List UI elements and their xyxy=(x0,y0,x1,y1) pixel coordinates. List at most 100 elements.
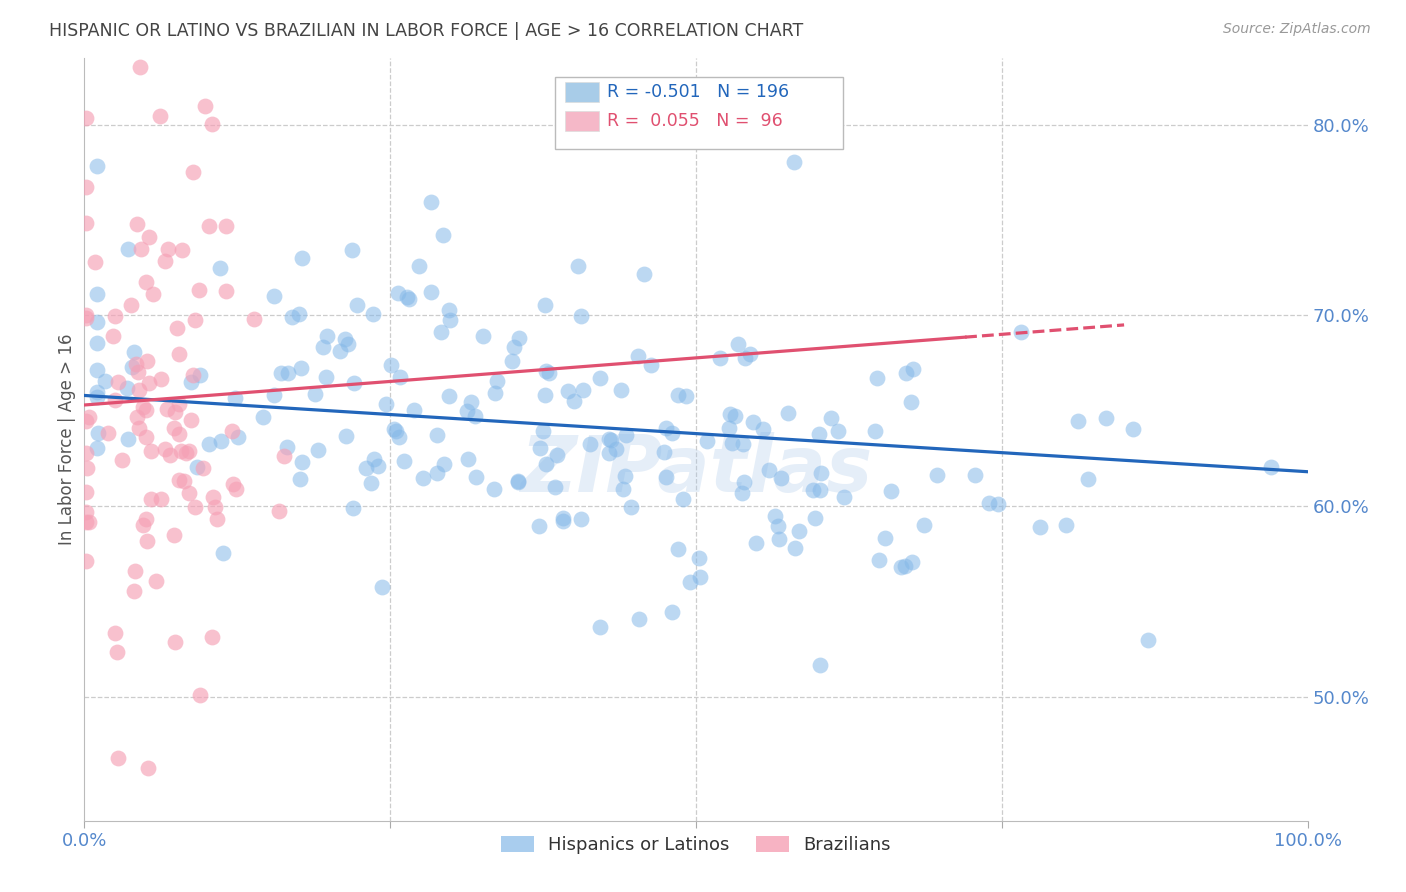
Point xyxy=(893,559,915,574)
Point xyxy=(987,497,1010,511)
Point xyxy=(579,437,602,451)
Point xyxy=(267,503,290,517)
Point xyxy=(127,218,149,232)
Point xyxy=(304,387,326,401)
Point xyxy=(766,518,789,533)
Point xyxy=(820,411,842,425)
Point xyxy=(156,401,179,416)
Point xyxy=(557,384,579,398)
Point xyxy=(134,430,156,444)
Point xyxy=(104,392,127,407)
Point xyxy=(291,454,314,468)
Point xyxy=(531,424,554,438)
Point xyxy=(139,492,162,507)
Point xyxy=(101,329,124,343)
Point xyxy=(763,508,786,523)
Point xyxy=(408,260,430,274)
Point xyxy=(163,421,186,435)
Point xyxy=(336,337,359,351)
Legend: Hispanics or Latinos, Brazilians: Hispanics or Latinos, Brazilians xyxy=(494,829,898,861)
Point xyxy=(652,445,675,459)
Point xyxy=(363,451,385,466)
Point xyxy=(363,307,385,321)
Point xyxy=(165,635,187,649)
Point xyxy=(125,357,148,371)
Point xyxy=(380,359,402,373)
Point xyxy=(672,492,695,507)
Point xyxy=(97,426,120,441)
Point xyxy=(201,630,224,644)
Point xyxy=(501,354,523,368)
Point xyxy=(86,384,108,399)
Point xyxy=(903,362,925,376)
Point xyxy=(138,376,160,391)
Point xyxy=(75,310,97,325)
Point xyxy=(184,312,207,326)
Point xyxy=(159,449,181,463)
Point xyxy=(471,329,494,343)
FancyBboxPatch shape xyxy=(555,77,842,150)
Point xyxy=(136,761,159,775)
Point xyxy=(977,496,1000,510)
Point xyxy=(155,442,177,457)
Point xyxy=(388,369,411,384)
Point xyxy=(290,360,312,375)
Point xyxy=(75,504,97,518)
Point xyxy=(420,285,443,300)
Point xyxy=(169,443,191,458)
Point xyxy=(128,421,150,435)
Point xyxy=(655,421,678,435)
Point xyxy=(83,255,105,269)
Point xyxy=(335,332,357,346)
Point xyxy=(138,229,160,244)
Point xyxy=(163,528,186,542)
Point xyxy=(610,383,633,397)
Point xyxy=(243,312,266,326)
Point xyxy=(464,409,486,424)
Point xyxy=(1054,517,1077,532)
Point xyxy=(145,574,167,589)
Text: Source: ZipAtlas.com: Source: ZipAtlas.com xyxy=(1223,22,1371,37)
Point xyxy=(142,287,165,301)
Point xyxy=(86,315,108,329)
Point xyxy=(135,353,157,368)
Point xyxy=(149,371,172,385)
Point xyxy=(569,512,592,526)
Point xyxy=(121,359,143,374)
Point xyxy=(197,437,219,451)
Point xyxy=(388,430,411,444)
Point xyxy=(912,517,935,532)
Point xyxy=(529,441,551,455)
Point xyxy=(808,483,831,497)
Point xyxy=(412,471,434,485)
Point xyxy=(132,401,155,415)
Point xyxy=(742,415,765,429)
Point xyxy=(832,490,855,504)
Point xyxy=(627,611,650,625)
Point xyxy=(752,422,775,436)
Point xyxy=(551,514,574,528)
Point xyxy=(181,368,204,383)
Point xyxy=(211,546,233,560)
Point xyxy=(402,402,425,417)
Point xyxy=(1067,414,1090,428)
Point xyxy=(329,344,352,359)
Point xyxy=(827,424,849,438)
Point xyxy=(225,482,247,496)
Point xyxy=(190,368,212,382)
Point xyxy=(335,429,357,443)
Point xyxy=(183,500,205,515)
Point xyxy=(896,366,918,380)
Point xyxy=(117,433,139,447)
Point xyxy=(789,524,811,538)
Point xyxy=(360,476,382,491)
Point xyxy=(721,436,744,450)
Point xyxy=(104,309,127,323)
Point xyxy=(429,326,451,340)
Point xyxy=(901,555,924,569)
Point xyxy=(571,383,593,397)
Point xyxy=(209,434,232,448)
Point xyxy=(120,298,142,312)
Point xyxy=(433,458,456,472)
Point xyxy=(599,434,621,448)
